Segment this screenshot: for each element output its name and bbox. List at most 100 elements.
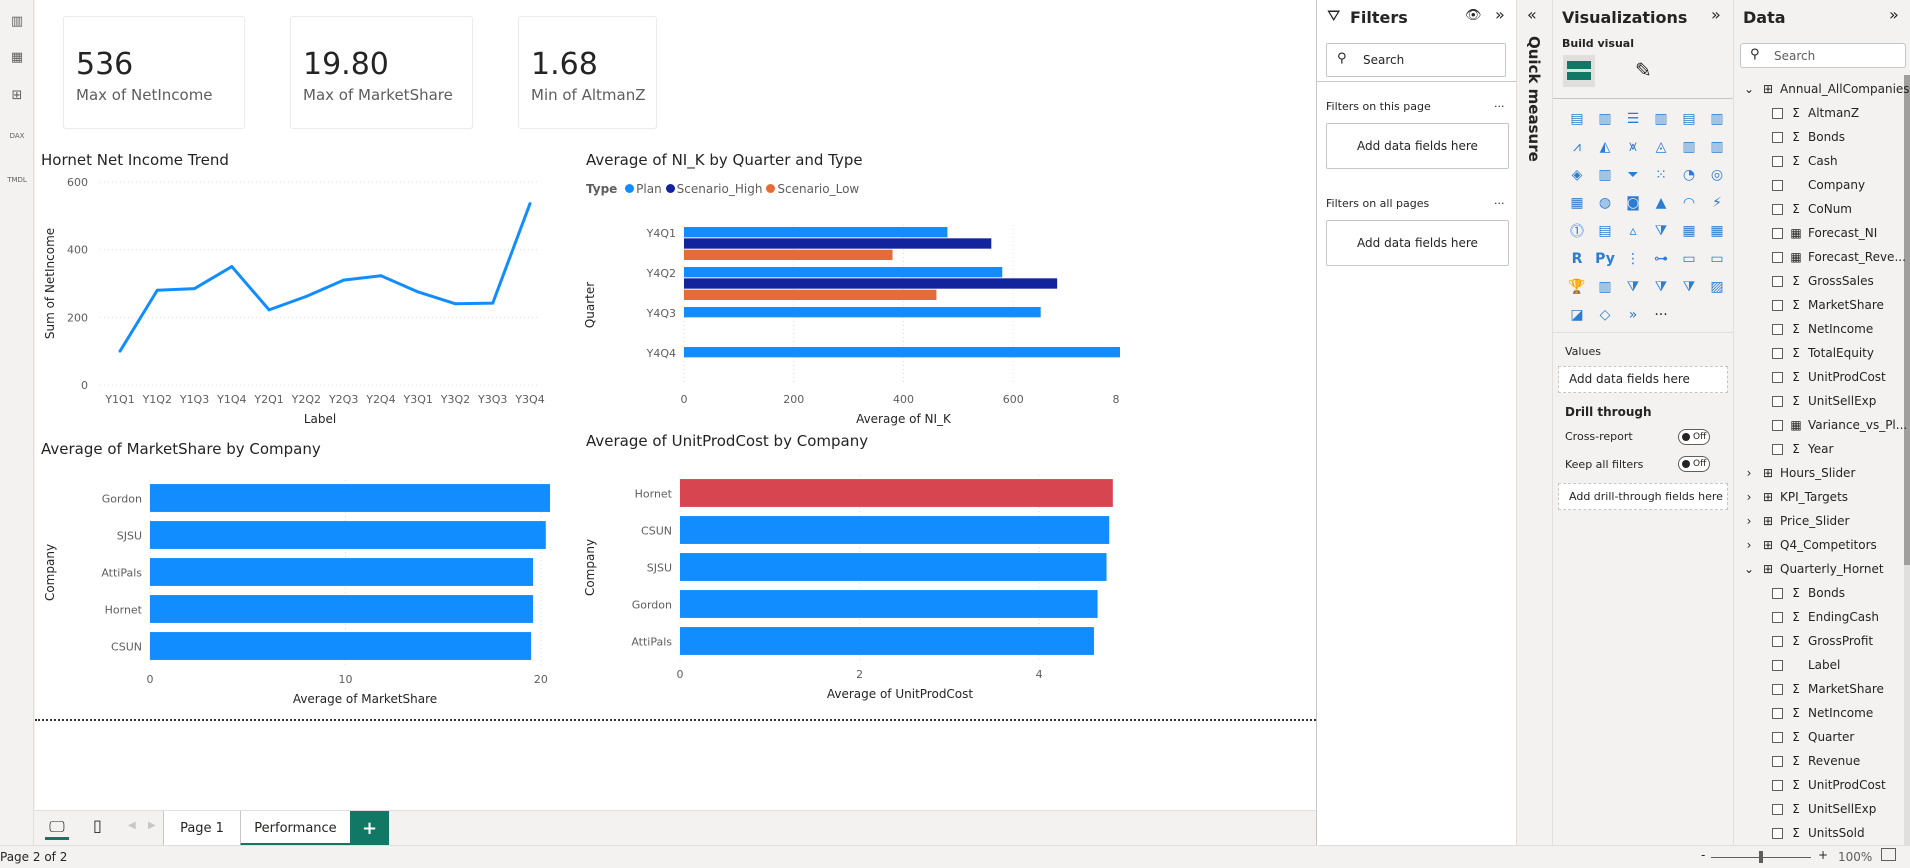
stacked-column-visual-icon[interactable]: ▥ — [1598, 111, 1612, 127]
collapse-visualizations-icon[interactable]: » — [1711, 5, 1721, 24]
field-item[interactable]: Σ Quarter — [1772, 725, 1854, 749]
field-item[interactable]: Σ UnitSellExp — [1772, 389, 1876, 413]
funnel-visual-icon[interactable]: ⏷ — [1627, 167, 1639, 183]
field-checkbox[interactable] — [1772, 660, 1783, 671]
field-checkbox[interactable] — [1772, 444, 1783, 455]
field-checkbox[interactable] — [1772, 372, 1783, 383]
decomposition-tree-visual-icon[interactable]: ⊶ — [1654, 251, 1668, 267]
field-checkbox[interactable] — [1772, 228, 1783, 239]
field-checkbox[interactable] — [1772, 804, 1783, 815]
card-visual-icon[interactable]: ⓵ — [1570, 224, 1584, 240]
zoom-slider[interactable] — [1711, 851, 1811, 863]
kpi-card-net-income[interactable]: 536 Max of NetIncome — [63, 16, 245, 129]
gauge-visual-icon[interactable]: ◠ — [1682, 195, 1696, 211]
line-chart-net-income[interactable]: 0 200 400 600 Y1Q1 Y1Q2 Y1Q3 Y1Q4 Y2Q1 Y2Q2 Y2Q3 Y2… — [40, 170, 550, 432]
power-automate-visual-icon[interactable]: » — [1628, 307, 1638, 323]
field-checkbox[interactable] — [1772, 108, 1783, 119]
field-checkbox[interactable] — [1772, 156, 1783, 167]
mobile-layout-icon[interactable]: ▯ — [93, 816, 102, 835]
field-item[interactable]: Σ MarketShare — [1772, 293, 1884, 317]
data-scrollbar[interactable] — [1904, 75, 1910, 845]
line-visual-icon[interactable]: ⩘ — [1573, 139, 1581, 155]
field-item[interactable]: ▦ Forecast_NI — [1772, 221, 1877, 245]
arcgis-visual-icon[interactable]: ◪ — [1570, 307, 1584, 323]
quick-measure-pane[interactable]: « Quick measure — [1516, 0, 1552, 845]
chevron-right-icon[interactable]: › — [1746, 466, 1752, 480]
table-node[interactable]: › ⊞ KPI_Targets — [1742, 485, 1848, 509]
button-slicer-visual-icon[interactable]: ⧩ — [1682, 279, 1696, 295]
field-checkbox[interactable] — [1772, 276, 1783, 287]
table-node[interactable]: › ⊞ Q4_Competitors — [1742, 533, 1877, 557]
field-item[interactable]: Σ TotalEquity — [1772, 341, 1874, 365]
slicer-visual-icon[interactable]: ⧩ — [1654, 223, 1668, 239]
donut-visual-icon[interactable]: ◎ — [1710, 167, 1724, 183]
chevron-right-icon[interactable]: › — [1746, 514, 1752, 528]
kpi-card-market-share[interactable]: 19.80 Max of MarketShare — [290, 16, 473, 129]
matrix-visual-icon[interactable]: ▦ — [1710, 223, 1724, 239]
field-item[interactable]: Σ UnitProdCost — [1772, 365, 1886, 389]
format-visual-icon[interactable]: ✎ — [1635, 58, 1652, 82]
field-checkbox[interactable] — [1772, 780, 1783, 791]
metrics-visual-icon[interactable]: 🏆 — [1568, 279, 1586, 295]
dax-query-icon[interactable]: DAX — [9, 132, 25, 140]
chevron-right-icon[interactable]: › — [1746, 538, 1752, 552]
legend-item[interactable]: Scenario_High — [665, 182, 762, 196]
power-automate-slicer-visual-icon[interactable]: ⧩ — [1654, 279, 1668, 295]
table-view-icon[interactable]: ▦ — [10, 50, 24, 65]
legend-item[interactable]: Plan — [625, 182, 662, 196]
card-new-visual-icon[interactable]: ⚡ — [1712, 195, 1722, 211]
field-item[interactable]: Σ NetIncome — [1772, 701, 1873, 725]
power-apps-visual-icon[interactable]: ⧩ — [1626, 279, 1640, 295]
field-item[interactable]: Σ Revenue — [1772, 749, 1860, 773]
tab-performance[interactable]: Performance — [240, 811, 350, 846]
all-pages-filter-drop-zone[interactable]: Add data fields here — [1326, 220, 1509, 266]
clustered-bar-visual-icon[interactable]: ☰ — [1626, 111, 1640, 127]
zoom-out-button[interactable]: - — [1701, 848, 1706, 862]
values-drop-zone[interactable]: Add data fields here — [1558, 366, 1728, 393]
field-checkbox[interactable] — [1772, 636, 1783, 647]
scatter-visual-icon[interactable]: ⁙ — [1655, 167, 1667, 183]
python-visual-visual-icon[interactable]: Py — [1595, 251, 1615, 267]
more-options-icon[interactable]: ··· — [1494, 197, 1505, 210]
keep-all-filters-toggle[interactable]: Off — [1678, 456, 1710, 472]
field-checkbox[interactable] — [1772, 828, 1783, 839]
collapse-data-icon[interactable]: » — [1889, 5, 1899, 24]
eye-icon[interactable]: 👁 — [1465, 8, 1482, 23]
tab-page-1[interactable]: Page 1 — [163, 811, 240, 846]
field-checkbox[interactable] — [1772, 252, 1783, 263]
field-checkbox[interactable] — [1772, 708, 1783, 719]
field-checkbox[interactable] — [1772, 348, 1783, 359]
table-node[interactable]: › ⊞ Hours_Slider — [1742, 461, 1856, 485]
report-view-icon[interactable]: ▥ — [10, 14, 24, 29]
key-influencers-visual-icon[interactable]: ⋮ — [1626, 251, 1640, 267]
line-stacked-column-visual-icon[interactable]: ▥ — [1710, 139, 1724, 155]
area-visual-icon[interactable]: ◭ — [1599, 139, 1611, 155]
field-item[interactable]: ▦ Variance_vs_Pl... — [1772, 413, 1907, 437]
add-page-button[interactable]: + — [350, 811, 389, 846]
field-item[interactable]: Σ NetIncome — [1772, 317, 1873, 341]
table-node[interactable]: ⌄ ⊞ Quarterly_Hornet — [1742, 557, 1884, 581]
field-checkbox[interactable] — [1772, 204, 1783, 215]
multi-row-card-visual-icon[interactable]: ▤ — [1598, 223, 1612, 239]
desktop-layout-icon[interactable]: 🖵 — [45, 817, 69, 840]
next-page-icon[interactable]: ▶ — [148, 820, 156, 831]
field-item[interactable]: Σ CoNum — [1772, 197, 1852, 221]
power-apps-2-visual-icon[interactable]: ◇ — [1599, 307, 1611, 323]
tmdl-view-icon[interactable]: TMDL — [7, 176, 27, 184]
field-checkbox[interactable] — [1772, 396, 1783, 407]
data-search-input[interactable]: ⚲ Search — [1740, 43, 1906, 68]
field-checkbox[interactable] — [1772, 132, 1783, 143]
more-options-icon[interactable]: ··· — [1494, 100, 1505, 113]
table-visual-icon[interactable]: ▦ — [1682, 223, 1696, 239]
collapse-filters-icon[interactable]: » — [1495, 5, 1505, 24]
field-checkbox[interactable] — [1772, 588, 1783, 599]
waterfall-visual-icon[interactable]: ▥ — [1598, 167, 1612, 183]
zoom-in-button[interactable]: + — [1818, 848, 1829, 862]
chevron-down-icon[interactable]: ⌄ — [1743, 82, 1755, 96]
field-checkbox[interactable] — [1772, 300, 1783, 311]
field-item[interactable]: Σ Bonds — [1772, 581, 1845, 605]
100-stacked-area-visual-icon[interactable]: ◬ — [1655, 139, 1667, 155]
field-checkbox[interactable] — [1772, 684, 1783, 695]
fit-to-page-icon[interactable] — [1881, 848, 1896, 861]
field-item[interactable]: Σ UnitsSold — [1772, 821, 1865, 845]
